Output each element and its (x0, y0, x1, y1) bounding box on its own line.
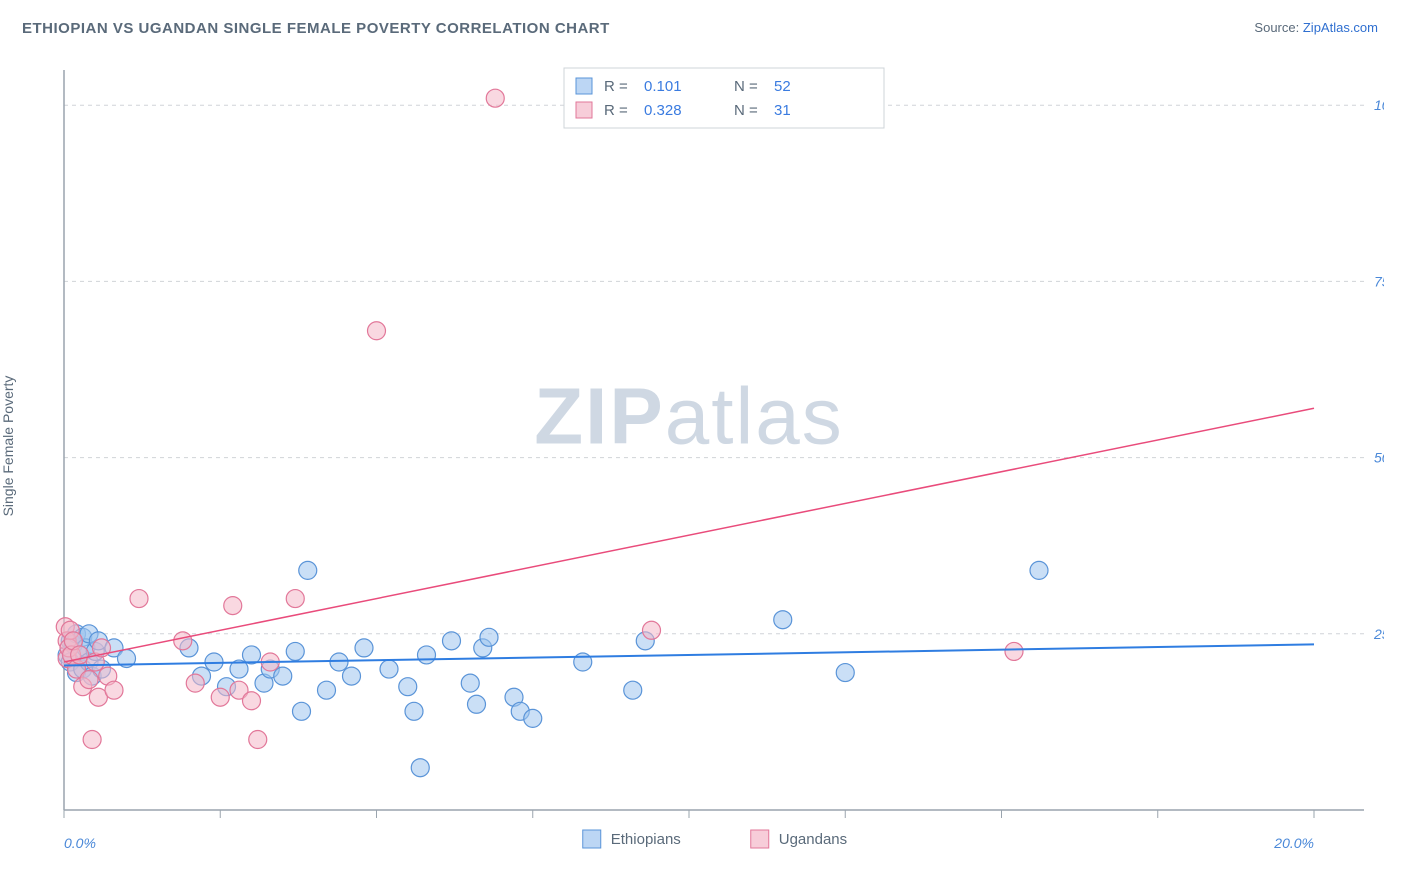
data-point-ugandans (249, 731, 267, 749)
data-point-ethiopians (330, 653, 348, 671)
y-tick-label: 75.0% (1374, 273, 1384, 289)
data-point-ethiopians (524, 709, 542, 727)
stats-legend-r-label: R = (604, 102, 628, 119)
data-point-ethiopians (405, 702, 423, 720)
stats-legend-n-label: N = (734, 78, 758, 95)
data-point-ethiopians (461, 674, 479, 692)
data-point-ethiopians (399, 678, 417, 696)
data-point-ugandans (286, 590, 304, 608)
y-tick-label: 100.0% (1374, 97, 1384, 113)
data-point-ethiopians (418, 646, 436, 664)
stats-legend-box (564, 68, 884, 128)
data-point-ugandans (211, 688, 229, 706)
data-point-ugandans (243, 692, 261, 710)
data-point-ethiopians (355, 639, 373, 657)
data-point-ethiopians (443, 632, 461, 650)
data-point-ugandans (80, 671, 98, 689)
data-point-ethiopians (836, 664, 854, 682)
stats-legend-n-value: 31 (774, 102, 791, 119)
data-point-ethiopians (343, 667, 361, 685)
watermark: ZIPatlas (534, 372, 843, 461)
legend-swatch-ugandans (751, 830, 769, 848)
stats-legend-r-value: 0.328 (644, 102, 682, 119)
source-attribution: Source: ZipAtlas.com (1254, 20, 1378, 35)
data-point-ugandans (486, 89, 504, 107)
y-axis-label: Single Female Poverty (0, 376, 16, 517)
chart-title: ETHIOPIAN VS UGANDAN SINGLE FEMALE POVER… (22, 20, 610, 37)
data-point-ugandans (368, 322, 386, 340)
chart-container: ETHIOPIAN VS UGANDAN SINGLE FEMALE POVER… (0, 0, 1406, 892)
data-point-ethiopians (1030, 561, 1048, 579)
y-tick-label: 50.0% (1374, 450, 1384, 466)
stats-legend-swatch (576, 78, 592, 94)
data-point-ethiopians (299, 561, 317, 579)
data-point-ugandans (1005, 642, 1023, 660)
data-point-ethiopians (774, 611, 792, 629)
data-point-ugandans (643, 621, 661, 639)
data-point-ethiopians (318, 681, 336, 699)
scatter-chart: 25.0% 50.0% 75.0% 100.0% ZIPatlas 0.0% 20.0% R … (44, 50, 1384, 870)
data-point-ugandans (83, 731, 101, 749)
data-point-ugandans (174, 632, 192, 650)
y-tick-label: 25.0% (1373, 626, 1384, 642)
stats-legend-swatch (576, 102, 592, 118)
data-point-ethiopians (380, 660, 398, 678)
legend-label-ugandans: Ugandans (779, 831, 847, 848)
stats-legend-r-label: R = (604, 78, 628, 95)
stats-legend-r-value: 0.101 (644, 78, 682, 95)
legend-label-ethiopians: Ethiopians (611, 831, 681, 848)
data-point-ethiopians (480, 628, 498, 646)
data-point-ugandans (105, 681, 123, 699)
stats-legend-n-value: 52 (774, 78, 791, 95)
legend-swatch-ethiopians (583, 830, 601, 848)
data-point-ugandans (186, 674, 204, 692)
x-tick-label: 0.0% (64, 835, 96, 851)
stats-legend-n-label: N = (734, 102, 758, 119)
data-point-ugandans (224, 597, 242, 615)
data-point-ethiopians (286, 642, 304, 660)
data-point-ethiopians (274, 667, 292, 685)
source-label: Source: (1254, 20, 1299, 35)
data-point-ethiopians (411, 759, 429, 777)
data-point-ugandans (130, 590, 148, 608)
x-tick-label: 20.0% (1273, 835, 1314, 851)
source-link[interactable]: ZipAtlas.com (1303, 20, 1378, 35)
data-point-ethiopians (624, 681, 642, 699)
data-point-ethiopians (468, 695, 486, 713)
data-point-ethiopians (293, 702, 311, 720)
